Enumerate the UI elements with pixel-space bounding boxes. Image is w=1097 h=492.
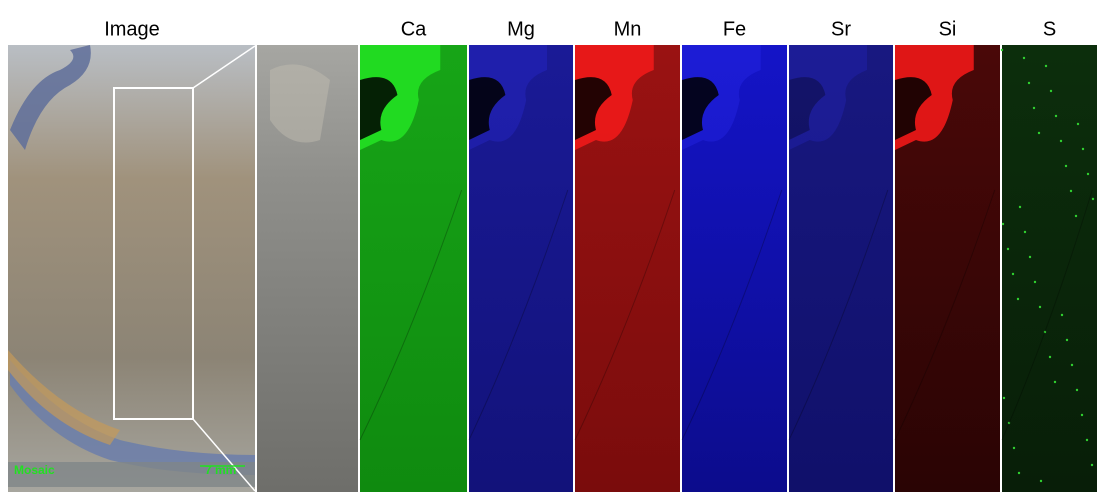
speck [1017,298,1019,300]
panel-label: Fe [723,18,746,40]
speck [1086,439,1088,441]
speck [1050,90,1052,92]
element-map [895,45,1000,492]
speck [1066,339,1068,341]
speck [1038,132,1040,134]
speck [1018,472,1020,474]
speck [1023,57,1025,59]
speck [1060,140,1062,142]
speck [1012,273,1014,275]
speck [1019,206,1021,208]
speck [1024,231,1026,233]
panel-label: Ca [401,18,427,40]
panel-label: Image [104,18,160,40]
element-map [1001,45,1097,492]
speck [1040,480,1042,482]
speck [1082,148,1084,150]
element-map [575,45,680,492]
speck [1028,82,1030,84]
speck [1001,49,1003,51]
speck [1070,190,1072,192]
speck [1087,173,1089,175]
speck [1076,389,1078,391]
speck [1077,123,1079,125]
element-map [469,45,573,492]
map-background [1002,45,1097,492]
speck [1013,447,1015,449]
panel-label: Sr [831,18,851,40]
element-panels: Ca Mg Mn Fe Sr Si S [360,18,1097,492]
speck [1033,107,1035,109]
speck [1034,281,1036,283]
speck [1055,115,1057,117]
element-map [360,45,467,492]
mosaic-image [8,45,255,492]
figure: Image Mosaic 7 mm Ca Mg Mn Fe Sr Si S [0,0,1097,492]
speck [1045,65,1047,67]
panel-label: Si [939,18,957,40]
panel-label: S [1043,18,1056,40]
zoom-image [257,45,358,492]
speck [1065,165,1067,167]
panel-label: Mn [614,18,642,40]
speck [1071,364,1073,366]
speck [1003,397,1005,399]
panel-label: Mg [507,18,535,40]
speck [1075,215,1077,217]
speck [1061,314,1063,316]
scale-label: 7 mm [205,463,236,477]
speck [1049,356,1051,358]
speck [1002,223,1004,225]
mosaic-label: Mosaic [14,463,55,477]
speck [1029,256,1031,258]
speck [1054,381,1056,383]
element-map [682,45,787,492]
speck [1007,248,1009,250]
speck [1091,464,1093,466]
speck [1092,198,1094,200]
speck [1039,306,1041,308]
element-map [789,45,893,492]
speck [1081,414,1083,416]
